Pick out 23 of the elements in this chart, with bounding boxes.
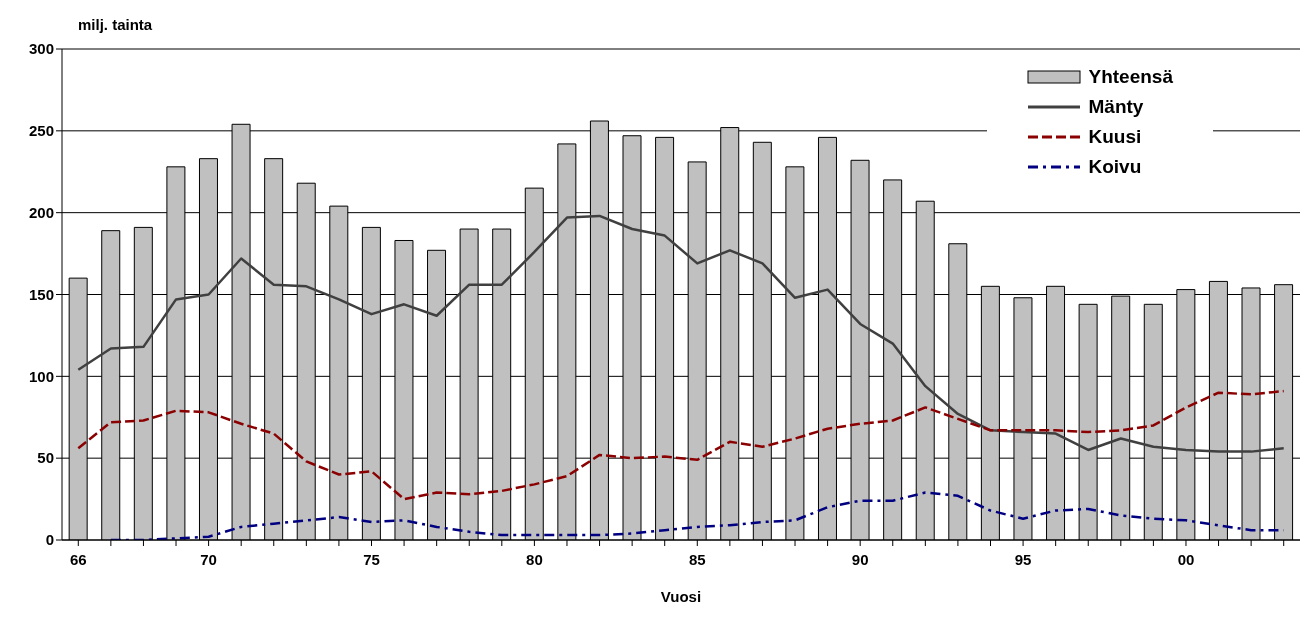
line-series <box>77 214 1285 453</box>
x-tick-label: 75 <box>363 550 380 568</box>
x-tick-label: 70 <box>200 550 217 568</box>
y-tick-label: 150 <box>28 285 54 303</box>
x-tick-label: 95 <box>1014 550 1032 568</box>
y-tick-label: 100 <box>28 367 54 385</box>
y-tick-label: 250 <box>28 122 54 140</box>
x-tick-label: 85 <box>688 550 706 568</box>
x-tick-label: 00 <box>1177 550 1195 568</box>
line-series <box>77 389 1285 501</box>
x-tick-label: 90 <box>851 550 869 568</box>
y-axis-title: milj. tainta <box>78 16 153 33</box>
y-tick-label: 200 <box>28 203 54 221</box>
legend-label: Kuusi <box>1088 126 1142 148</box>
x-tick-label: 80 <box>526 550 543 568</box>
y-tick-label: 50 <box>37 449 54 467</box>
x-axis-title: Vuosi <box>660 588 702 605</box>
y-tick-label: 300 <box>28 40 54 58</box>
legend-label: Yhteensä <box>1088 66 1173 88</box>
y-tick-label: 0 <box>45 531 54 549</box>
x-tick-label: 66 <box>69 550 87 568</box>
legend-label: Koivu <box>1088 156 1142 178</box>
legend-label: Mänty <box>1088 96 1144 118</box>
